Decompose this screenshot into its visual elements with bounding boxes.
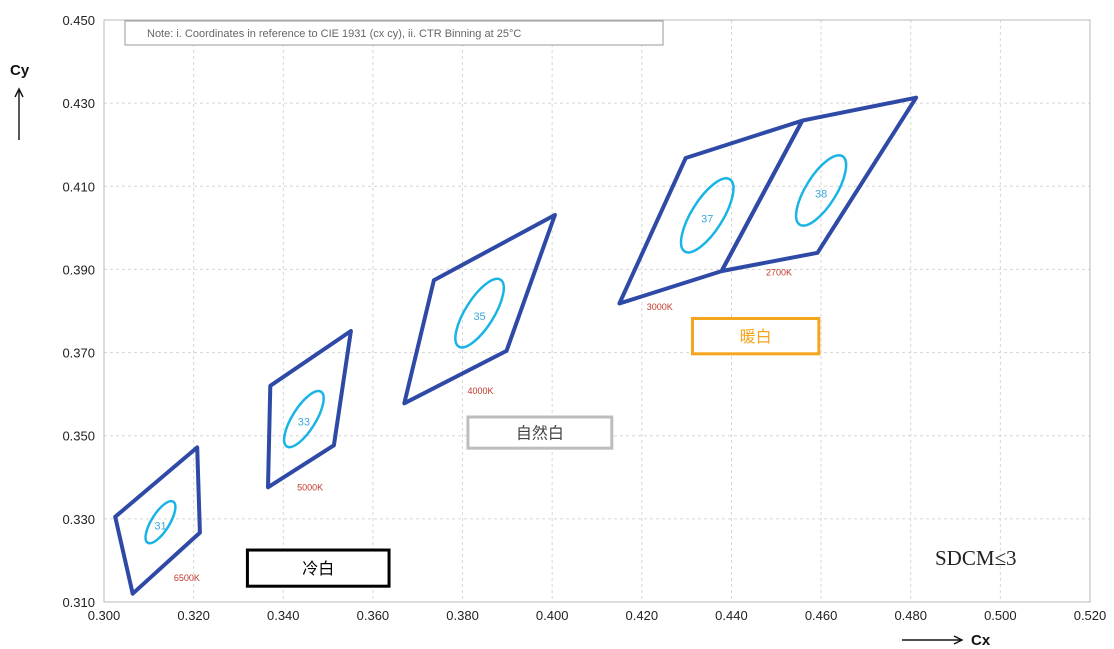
y-tick-label: 0.410	[62, 179, 95, 194]
y-tick-label: 0.370	[62, 346, 95, 361]
warm-white-text: 暖白	[740, 327, 772, 346]
cct-label: 4000K	[467, 386, 493, 396]
natural-white-label: 自然白	[466, 415, 614, 450]
x-tick-label: 0.460	[805, 608, 838, 623]
y-tick-label: 0.330	[62, 512, 95, 527]
x-axis-ticks: 0.300 0.320 0.340 0.360 0.380 0.400 0.420 0.440…	[88, 608, 1107, 623]
bin-quadrangle	[113, 445, 202, 596]
x-tick-label: 0.420	[626, 608, 659, 623]
x-tick-label: 0.300	[88, 608, 121, 623]
y-tick-label: 0.430	[62, 96, 95, 111]
cool-white-label: 冷白	[245, 548, 391, 588]
bin-number-label: 31	[154, 521, 166, 533]
bin-regions: 31 6500K 33 5000K 35 4000K 37 3000K 38 2700K	[113, 95, 919, 596]
x-tick-label: 0.380	[446, 608, 479, 623]
cct-label: 2700K	[766, 268, 792, 278]
group-labels: 冷白 自然白 暖白	[245, 316, 821, 588]
x-tick-label: 0.440	[715, 608, 748, 623]
natural-white-box	[466, 415, 614, 450]
y-tick-label: 0.350	[62, 429, 95, 444]
bin-ellipse	[144, 499, 177, 545]
warm-white-box	[690, 316, 821, 356]
y-axis-label: Cy	[10, 62, 30, 79]
bin-ellipse	[282, 389, 325, 449]
grid-lines	[103, 19, 1091, 603]
cool-white-box	[245, 548, 391, 588]
x-tick-label: 0.360	[357, 608, 390, 623]
bin-37: 37 3000K	[617, 118, 805, 312]
warm-white-label: 暖白	[690, 316, 821, 356]
bin-number-label: 33	[298, 417, 310, 429]
cct-label: 3000K	[647, 302, 673, 312]
x-axis-label: Cx	[971, 632, 991, 649]
bin-ellipse	[454, 277, 506, 349]
plot-frame	[103, 19, 1091, 603]
x-tick-label: 0.320	[177, 608, 210, 623]
sdcm-annotation: SDCM≤3	[935, 546, 1017, 570]
bin-number-label: 38	[815, 188, 827, 200]
x-tick-label: 0.400	[536, 608, 569, 623]
bin-ellipse	[679, 177, 735, 254]
y-tick-label: 0.450	[62, 13, 95, 28]
note-box	[124, 20, 664, 46]
x-tick-label: 0.480	[894, 608, 927, 623]
natural-white-text: 自然白	[516, 424, 564, 443]
bin-31: 31 6500K	[113, 445, 202, 596]
x-tick-label: 0.500	[984, 608, 1017, 623]
y-tick-label: 0.390	[62, 262, 95, 277]
cool-white-text: 冷白	[302, 559, 334, 578]
note-text: Note: i. Coordinates in reference to CIE…	[147, 28, 521, 40]
y-axis-ticks: 0.310 0.330 0.350 0.370 0.390 0.410 0.430 0.450	[62, 13, 95, 610]
x-tick-label: 0.340	[267, 608, 300, 623]
bin-38: 38 2700K	[719, 95, 919, 278]
x-tick-label: 0.520	[1074, 608, 1107, 623]
bin-ellipse	[794, 154, 848, 227]
cct-label: 5000K	[297, 483, 323, 493]
bin-33: 33 5000K	[266, 329, 353, 493]
bin-35: 35 4000K	[402, 213, 557, 406]
bin-number-label: 35	[473, 311, 485, 323]
bin-quadrangle	[719, 95, 919, 274]
y-axis-arrow-icon	[14, 87, 24, 140]
cct-label: 6500K	[174, 573, 200, 583]
bin-number-label: 37	[701, 213, 713, 225]
bin-quadrangle	[402, 213, 557, 406]
x-axis-arrow-icon	[902, 635, 964, 645]
y-tick-label: 0.310	[62, 595, 95, 610]
bin-quadrangle	[266, 329, 353, 490]
